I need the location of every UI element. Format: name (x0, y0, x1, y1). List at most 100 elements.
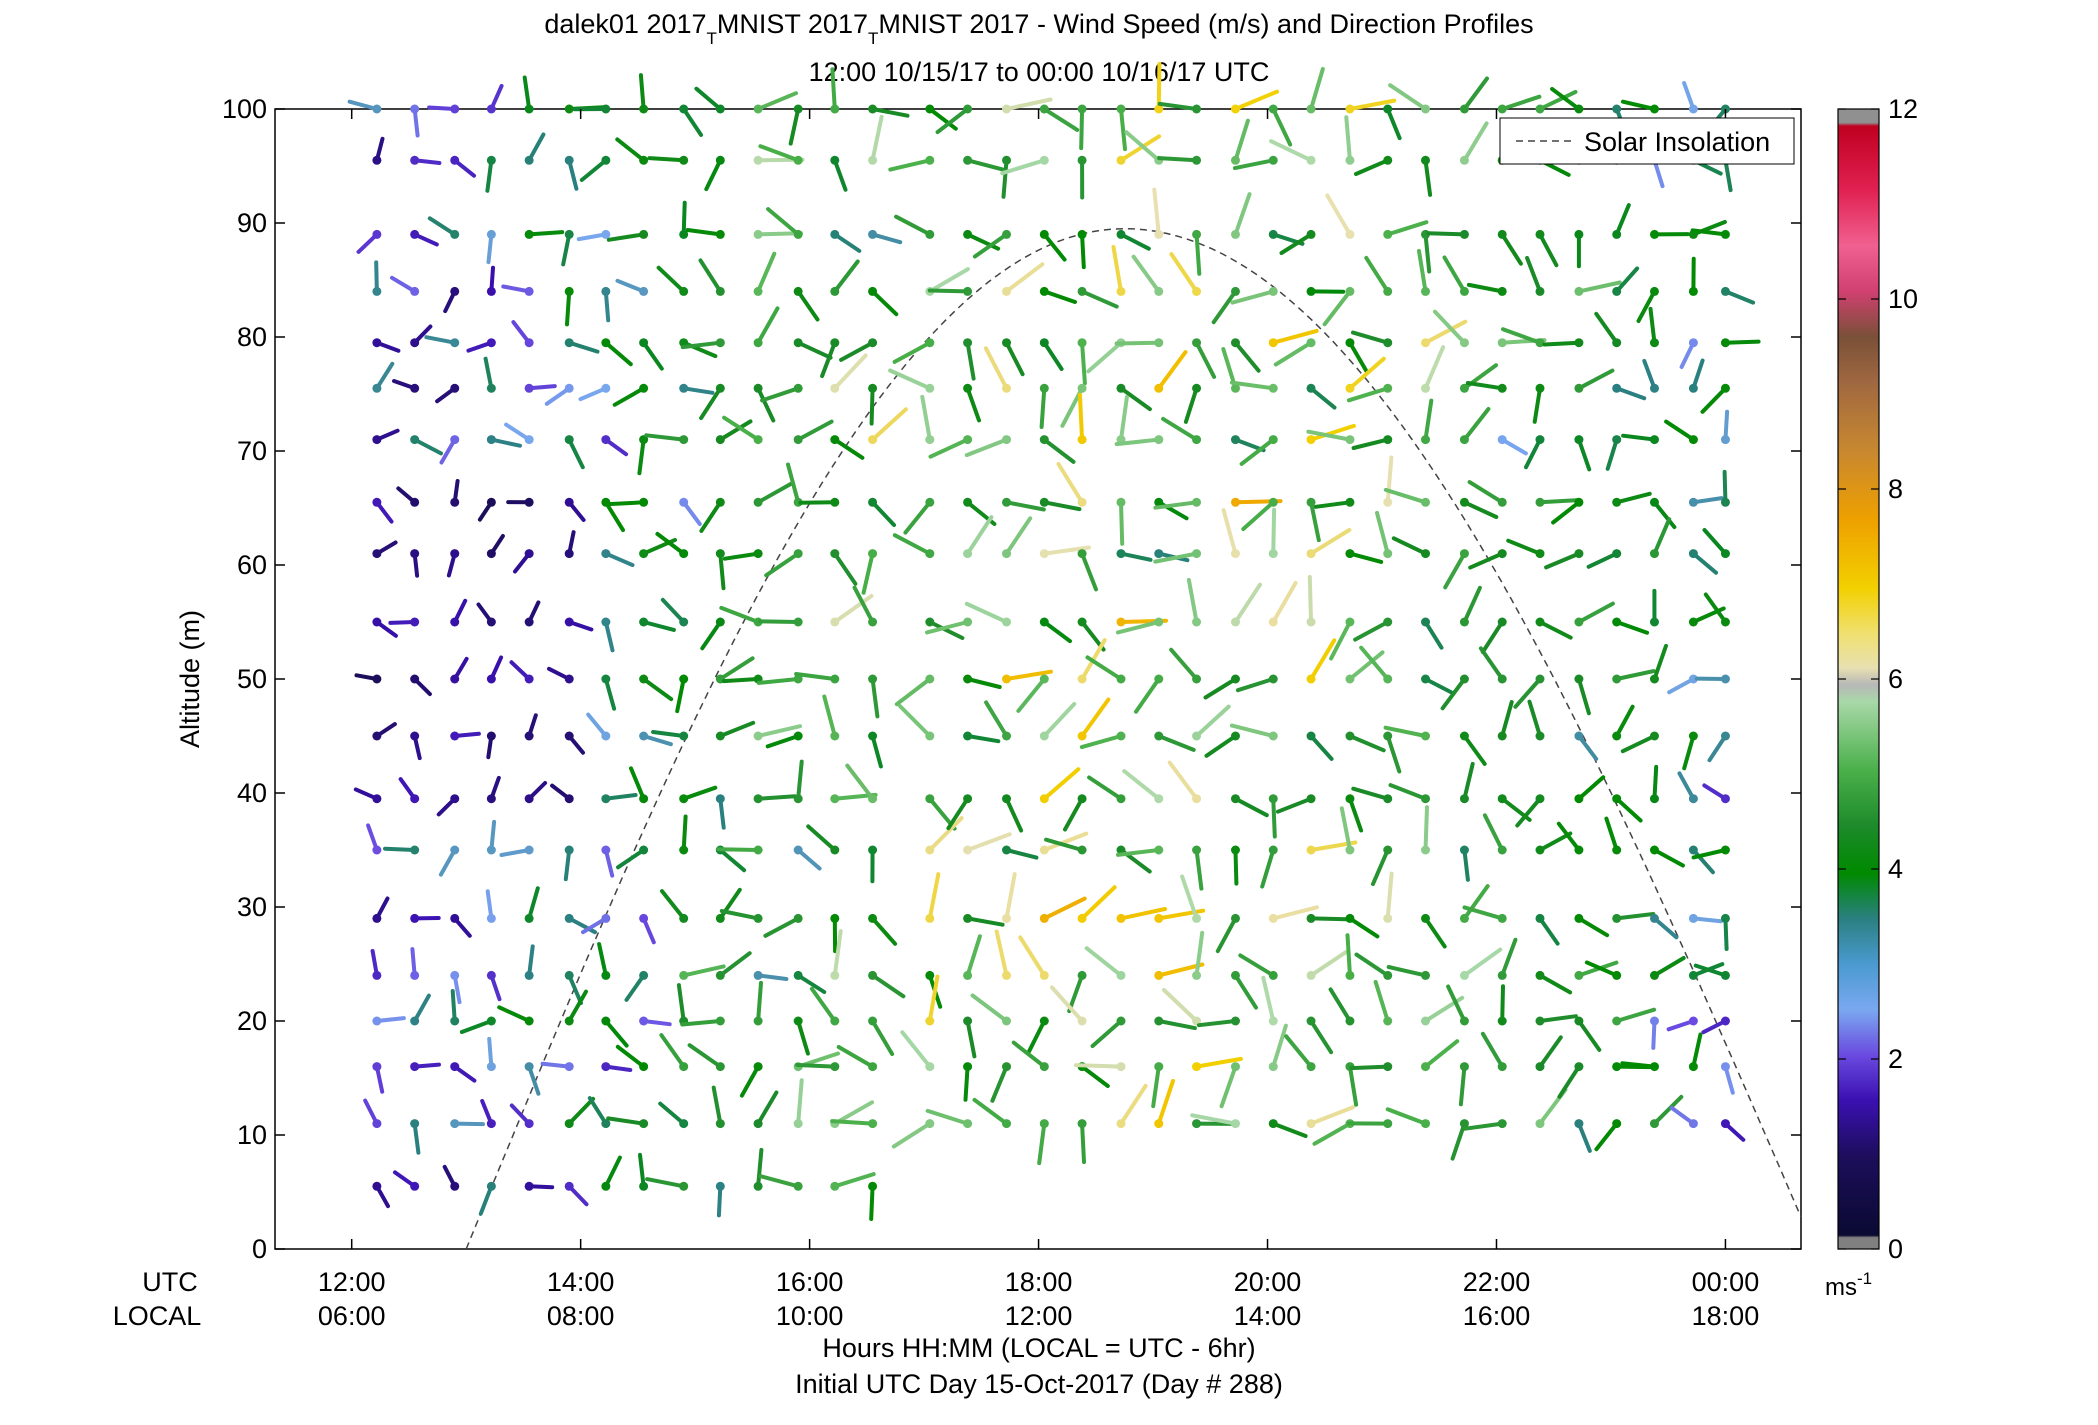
wind-barb-shaft (1691, 358, 1705, 391)
wind-barb-point (1268, 104, 1278, 114)
wind-barb-shaft (1537, 620, 1573, 640)
wind-barb-shaft (990, 1064, 1009, 1103)
wind-barb-shaft (1118, 1083, 1148, 1126)
wind-barb-point (486, 794, 496, 804)
wind-barb-shaft (1309, 67, 1325, 111)
wind-barb-shaft (1557, 1064, 1581, 1099)
wind-barb-shaft (756, 251, 777, 294)
wind-barb-point (1230, 731, 1240, 741)
wind-barb-shaft (427, 216, 457, 237)
wind-barb-shaft (1614, 704, 1635, 738)
wind-barb-shaft (1652, 517, 1672, 556)
wind-barb-shaft (527, 1064, 541, 1096)
wind-barb-point (1574, 435, 1584, 445)
wind-barb-point (793, 617, 803, 627)
wind-barb-point (1383, 674, 1393, 684)
wind-barb-point (1535, 845, 1545, 855)
wind-barb-point (1077, 435, 1087, 445)
wind-barb-point (793, 338, 803, 348)
wind-barb-shaft (1194, 848, 1204, 891)
wind-barb-point (450, 970, 460, 980)
wind-barb-point (601, 549, 611, 559)
wind-barb-shaft (716, 847, 761, 852)
wind-barb-point (1421, 383, 1431, 393)
wind-barb-shaft (1480, 1031, 1505, 1069)
wind-barb-point (1497, 731, 1507, 741)
wind-barb-point (963, 1119, 973, 1129)
wind-barb-point (410, 617, 420, 627)
wind-barb-point (1383, 549, 1393, 559)
wind-barb-shaft (892, 533, 932, 556)
wind-barb-shaft (615, 137, 646, 163)
wind-barb-shaft (718, 848, 747, 873)
wind-barb-shaft (894, 214, 932, 237)
wind-barb-shaft (1194, 340, 1217, 379)
wind-barb-shaft (1080, 551, 1098, 592)
wind-barb-point (1649, 617, 1659, 627)
wind-barb-point (868, 497, 878, 507)
wind-barb-shaft (1550, 87, 1581, 111)
wind-barb-shaft (869, 1184, 875, 1221)
wind-barb-point (1077, 229, 1087, 239)
wind-barb-point (753, 913, 763, 923)
wind-barb-shaft (579, 158, 608, 182)
wind-barb-shaft (1118, 551, 1153, 562)
wind-barb-point (868, 1016, 878, 1026)
wind-barb-shaft (1537, 973, 1573, 995)
wind-barb-shaft (718, 796, 726, 830)
wind-barb-shaft (603, 340, 633, 367)
wind-barb-shaft (1480, 620, 1505, 654)
wind-barb-shaft (1194, 704, 1231, 738)
wind-barb-shaft (1423, 805, 1429, 852)
wind-barb-point (963, 970, 973, 980)
wind-barb-point (963, 497, 973, 507)
wind-barb-shaft (1309, 423, 1356, 442)
wind-barb-shaft (1462, 905, 1505, 921)
wind-barb-shaft (796, 1078, 804, 1126)
wind-barb-point (1720, 549, 1730, 559)
wind-barb-point (372, 794, 382, 804)
wind-barb-shaft (1423, 677, 1455, 696)
wind-barb-shaft (839, 340, 875, 362)
wind-barb-point (1574, 497, 1584, 507)
wind-barb-shaft (1423, 319, 1468, 345)
wind-barb-shaft (1391, 536, 1428, 556)
wind-barb-point (1421, 1119, 1431, 1129)
wind-barb-point (1459, 913, 1469, 923)
wind-barb-shaft (1156, 1019, 1197, 1031)
wind-barb-shaft (1233, 582, 1262, 624)
wind-barb-shaft (718, 551, 726, 591)
wind-barb-shaft (1186, 578, 1199, 624)
wind-barb-point (830, 155, 840, 165)
colorbar-tick-label: 0 (1888, 1234, 1903, 1264)
wind-barb-point (1306, 497, 1316, 507)
wind-barb-shaft (1269, 139, 1314, 163)
wind-barb-point (679, 913, 689, 923)
wind-barb-shaft (1004, 796, 1024, 833)
wind-barb-shaft (1042, 620, 1072, 644)
wind-barb-point (1306, 104, 1316, 114)
wind-barb-shaft (656, 265, 686, 294)
wind-barb-shaft (892, 340, 932, 364)
wind-barb-point (1720, 970, 1730, 980)
wind-barb-shaft (647, 156, 686, 163)
wind-barb-shaft (1621, 433, 1657, 442)
wind-barb-shaft (1433, 309, 1467, 345)
wind-barb-point (1268, 497, 1278, 507)
wind-barb-point (1459, 497, 1469, 507)
wind-barb-shaft (1233, 848, 1239, 886)
wind-barb-point (1720, 338, 1730, 348)
wind-barb-point (963, 913, 973, 923)
wind-barb-point (793, 286, 803, 296)
wind-barb-shaft (927, 974, 940, 1023)
wind-barb-point (1230, 549, 1240, 559)
y-tick-label: 90 (237, 208, 267, 238)
wind-barb-point (1230, 913, 1240, 923)
wind-barb-point (1720, 1016, 1730, 1026)
wind-barb-point (524, 1119, 534, 1129)
wind-barb-shaft (1586, 551, 1619, 569)
wind-barb-point (1720, 731, 1730, 741)
wind-barb-shaft (756, 794, 797, 801)
wind-barb-point (1268, 155, 1278, 165)
wind-barb-point (486, 338, 496, 348)
